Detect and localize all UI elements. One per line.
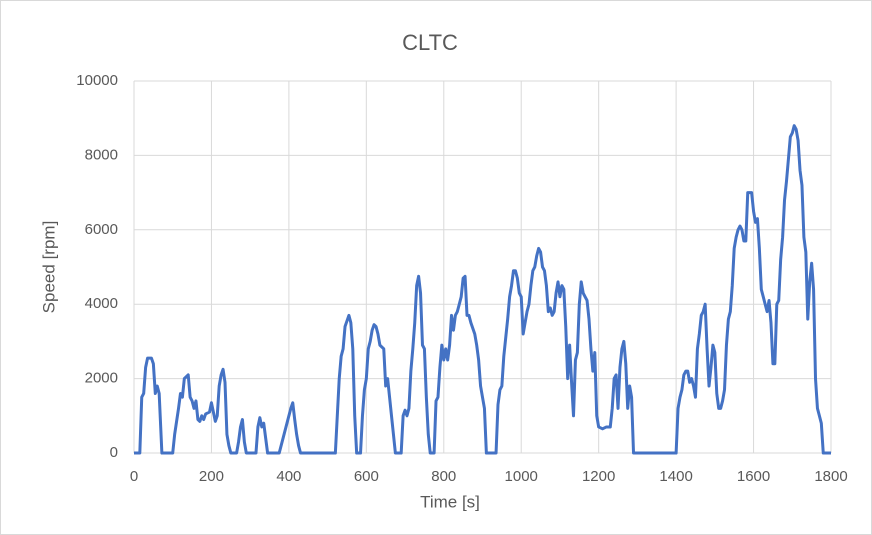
x-tick-label: 400: [276, 468, 301, 485]
x-tick-label: 800: [431, 468, 456, 485]
x-tick-label: 200: [199, 468, 224, 485]
x-tick-label: 1000: [505, 468, 538, 485]
y-tick-label: 10000: [76, 72, 118, 89]
y-tick-label: 0: [110, 444, 118, 461]
y-tick-label: 4000: [85, 295, 118, 312]
chart-title: CLTC: [402, 30, 458, 55]
data-line: [134, 124, 831, 455]
y-tick-label: 2000: [85, 370, 118, 387]
x-tick-label: 600: [354, 468, 379, 485]
x-tick-label: 0: [130, 468, 138, 485]
y-tick-label: 8000: [85, 146, 118, 163]
x-tick-label: 1400: [659, 468, 692, 485]
x-axis-label: Time [s]: [420, 492, 480, 511]
x-tick-label: 1800: [814, 468, 847, 485]
x-tick-label: 1600: [737, 468, 770, 485]
y-axis-label: Speed [rpm]: [39, 221, 58, 314]
x-tick-label: 1200: [582, 468, 615, 485]
y-tick-label: 6000: [85, 221, 118, 238]
